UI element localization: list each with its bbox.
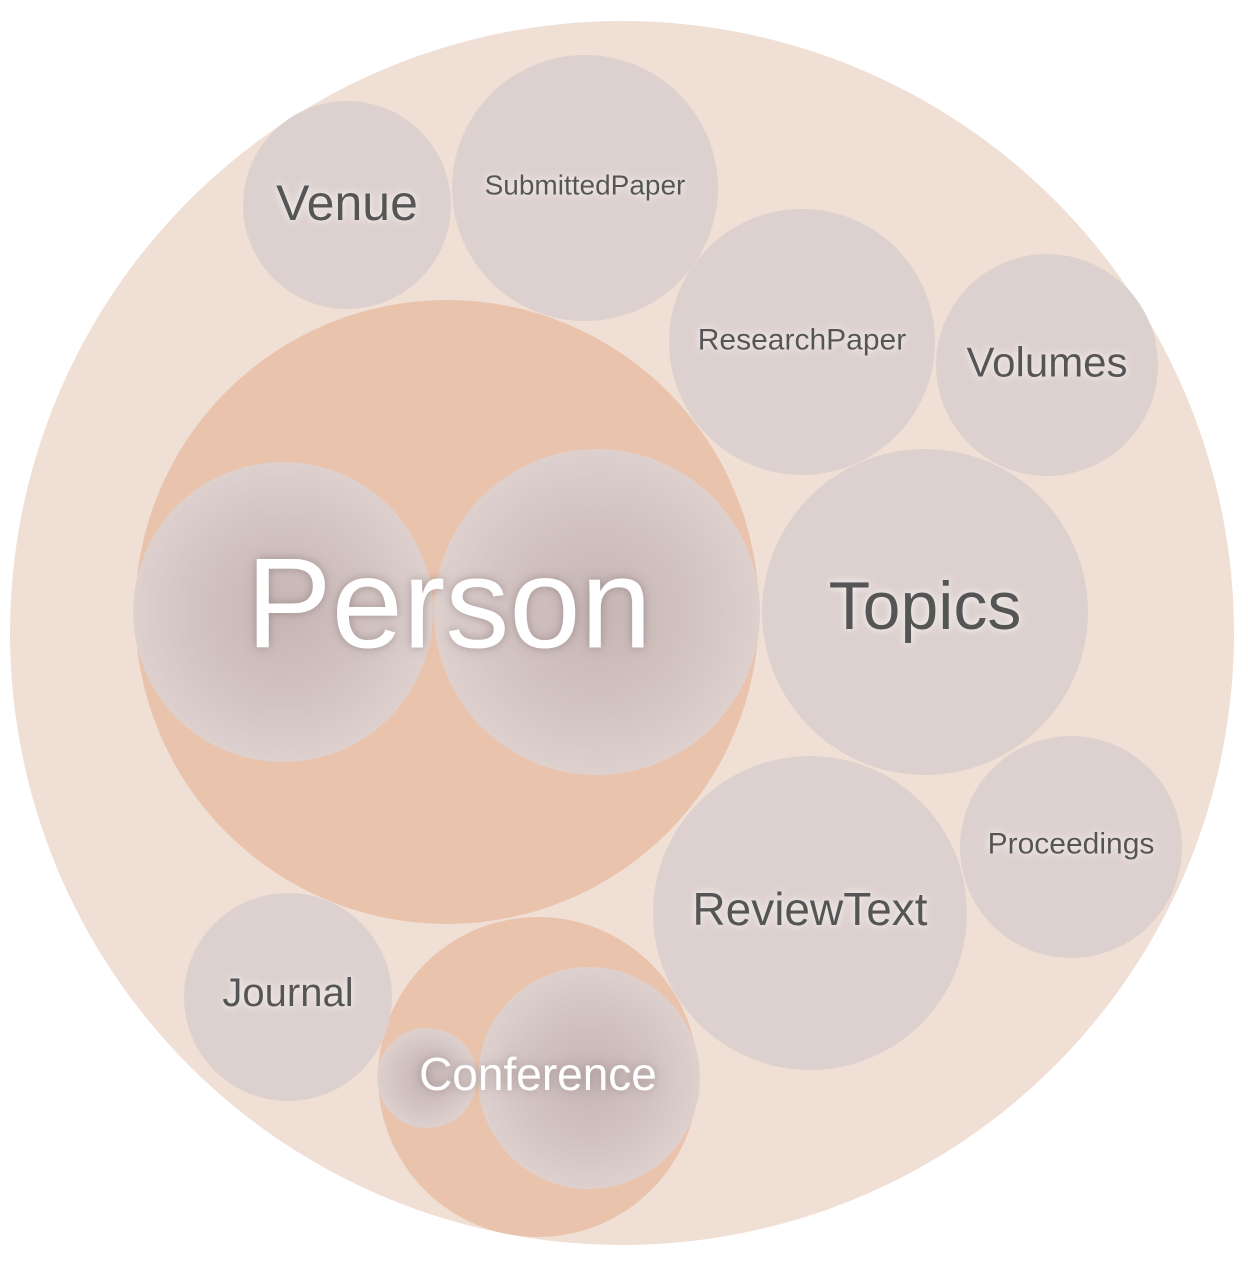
submitted-paper-circle[interactable] — [452, 55, 718, 321]
research-paper-circle[interactable] — [669, 209, 935, 475]
conference-group[interactable]: Conference — [377, 917, 700, 1237]
person-group[interactable]: Person — [133, 300, 760, 924]
volumes-circle[interactable] — [936, 254, 1158, 476]
topics-node[interactable]: Topics — [762, 449, 1088, 775]
conference-child-circle-large[interactable] — [478, 967, 700, 1189]
conference-child-circle-small[interactable] — [377, 1028, 477, 1128]
review-text-circle[interactable] — [653, 756, 967, 1070]
venue-circle[interactable] — [243, 101, 451, 309]
review-text-node[interactable]: ReviewText — [653, 756, 967, 1070]
venue-node[interactable]: Venue — [243, 101, 451, 309]
journal-node[interactable]: Journal — [184, 893, 392, 1101]
topics-circle[interactable] — [762, 449, 1088, 775]
journal-circle[interactable] — [184, 893, 392, 1101]
person-child-circle-left[interactable] — [133, 462, 433, 762]
volumes-node[interactable]: Volumes — [936, 254, 1158, 476]
person-child-circle-right[interactable] — [434, 449, 760, 775]
proceedings-circle[interactable] — [960, 736, 1182, 958]
submitted-paper-node[interactable]: SubmittedPaper — [452, 55, 718, 321]
proceedings-node[interactable]: Proceedings — [960, 736, 1182, 958]
research-paper-node[interactable]: ResearchPaper — [669, 209, 935, 475]
